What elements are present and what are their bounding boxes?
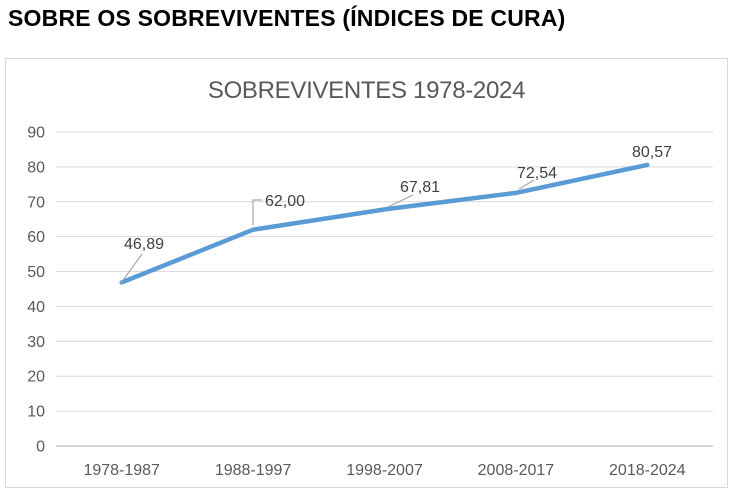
data-label-leader-line xyxy=(387,194,414,208)
series-line-sobreviventes[interactable] xyxy=(119,162,650,285)
y-axis-tick-label: 70 xyxy=(27,194,45,211)
x-axis-category-label: 1978-1987 xyxy=(83,462,160,479)
x-axis-category-label: 1998-2007 xyxy=(346,462,423,479)
y-axis-tick-label: 20 xyxy=(27,369,45,386)
y-axis-tick-label: 90 xyxy=(27,125,45,142)
y-axis-tick-label: 80 xyxy=(27,159,45,176)
data-label-leader-line xyxy=(518,179,535,190)
x-axis-category-label: 1988-1997 xyxy=(215,462,292,479)
y-axis-tick-label: 0 xyxy=(36,439,45,456)
y-axis-tick-label: 10 xyxy=(27,404,45,421)
y-axis-tick-label: 30 xyxy=(27,334,45,351)
data-label: 80,57 xyxy=(632,144,672,161)
page-title: SOBRE OS SOBREVIVENTES (ÍNDICES DE CURA) xyxy=(8,5,566,31)
data-label: 46,89 xyxy=(124,236,164,253)
line-chart: 0 10 20 30 40 50 60 70 80 90 1978-1987 1988-1997 199… xyxy=(27,125,713,479)
data-label: 72,54 xyxy=(517,165,557,182)
x-axis-category-label: 2008-2017 xyxy=(478,462,555,479)
chart-card: 0 10 20 30 40 50 60 70 80 90 1978-1987 1988-1997 199… xyxy=(5,58,728,488)
data-label: 67,81 xyxy=(400,179,440,196)
y-axis-tick-label: 50 xyxy=(27,264,45,281)
y-axis-tick-label: 40 xyxy=(27,299,45,316)
x-axis-category-label: 2018-2024 xyxy=(609,462,686,479)
data-label-leader-line xyxy=(120,253,143,284)
chart-title: SOBREVIVENTES 1978-2024 xyxy=(207,77,526,104)
data-label: 62,00 xyxy=(265,193,305,210)
y-axis-tick-label: 60 xyxy=(27,229,45,246)
data-label-leader-line xyxy=(252,199,262,225)
